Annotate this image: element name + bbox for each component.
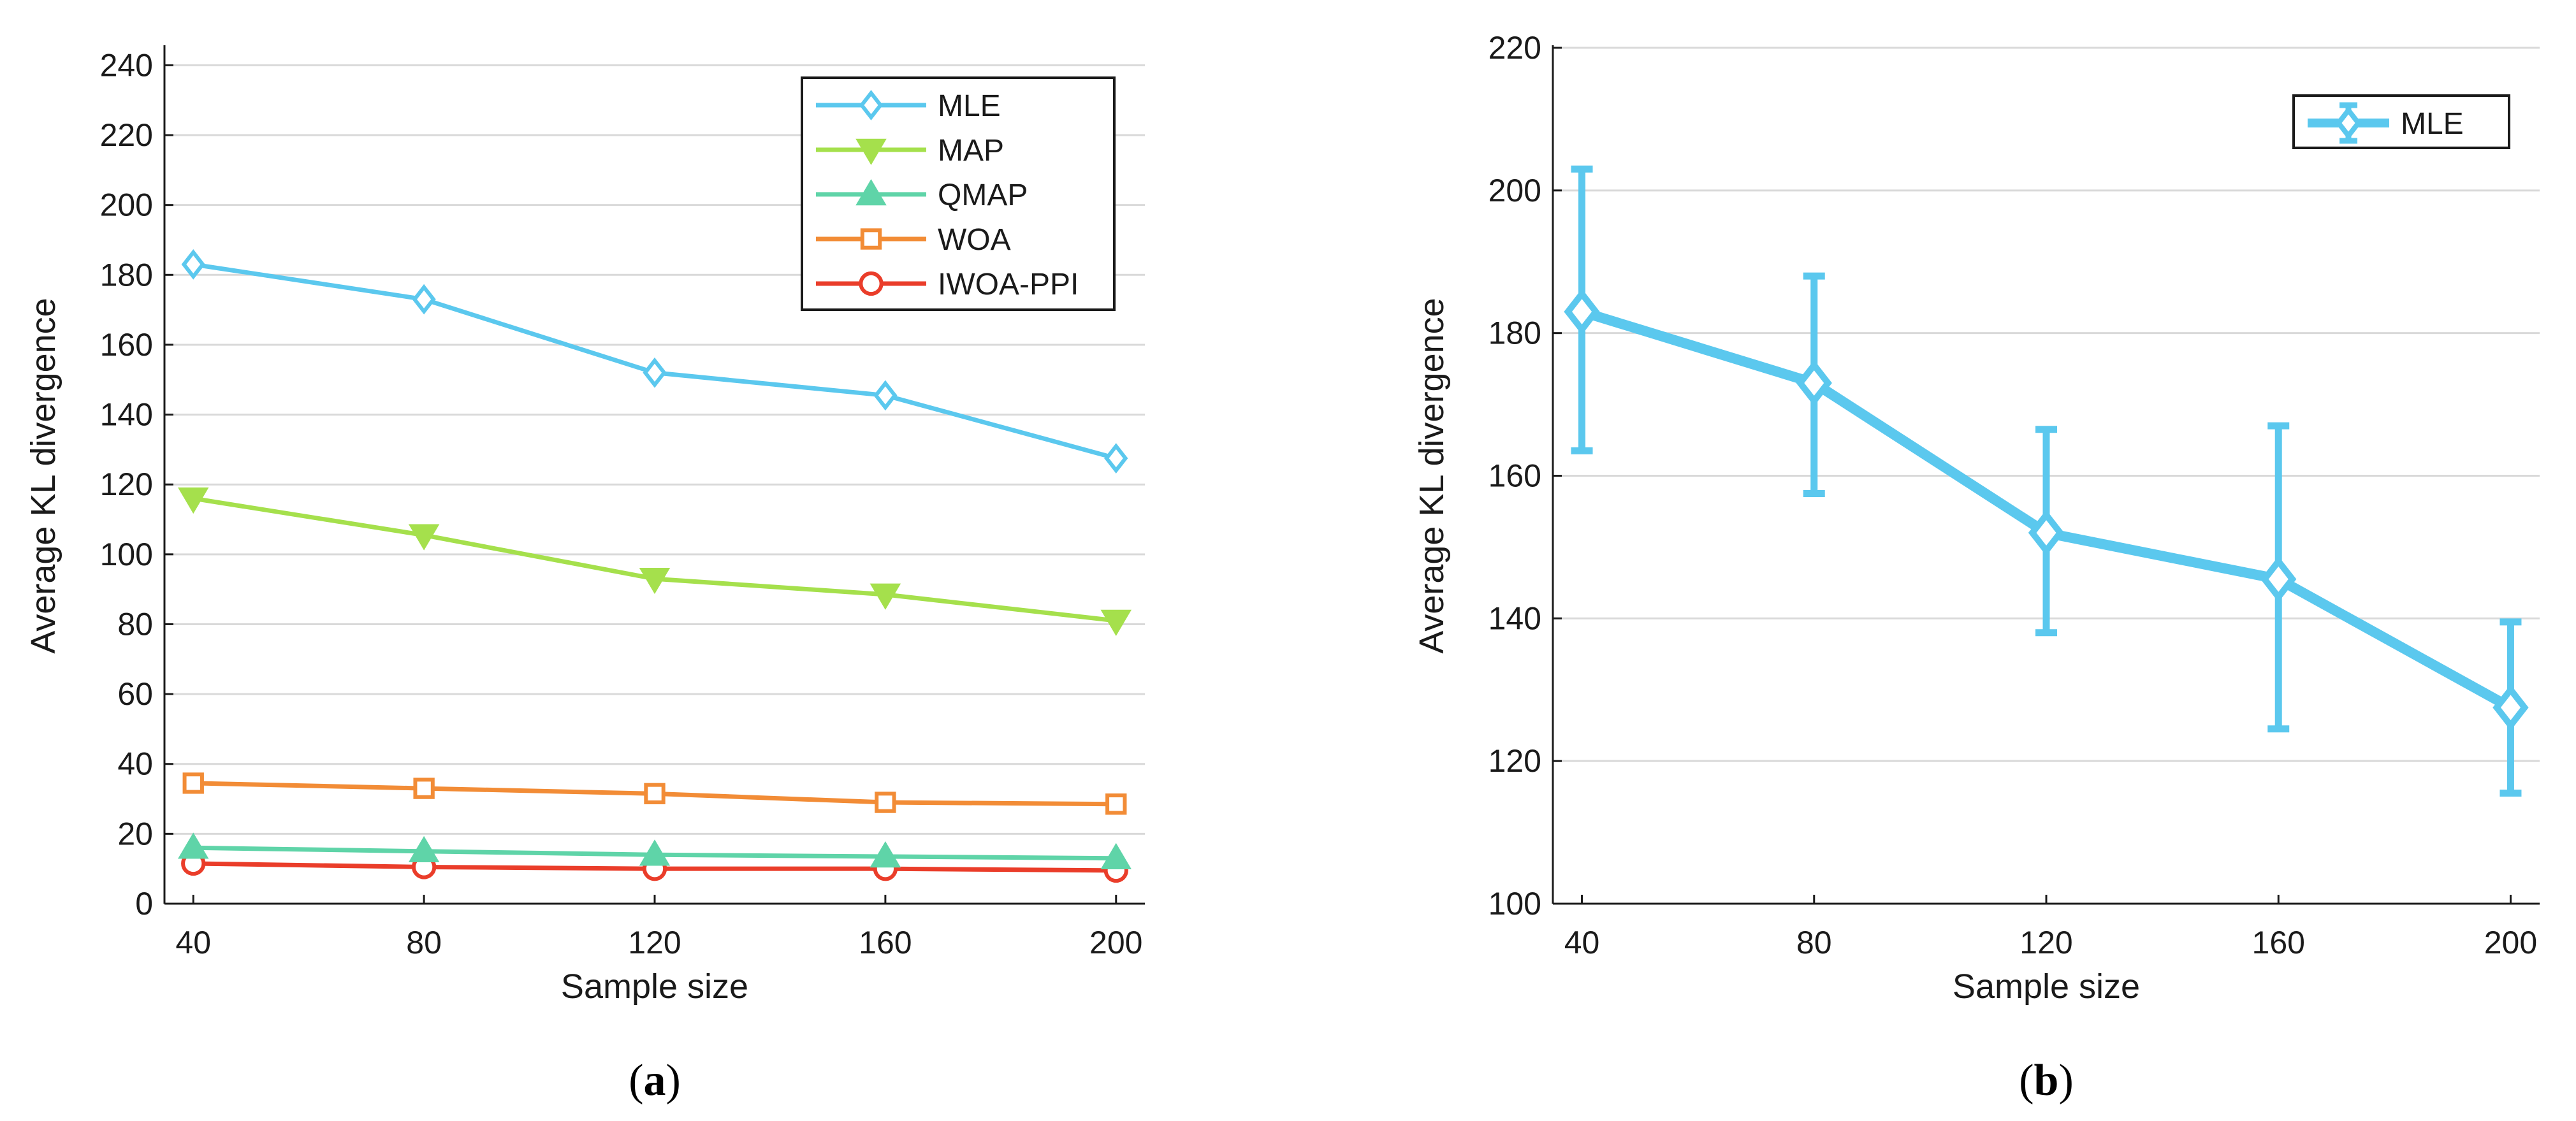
y-tick-label: 180 <box>100 257 153 293</box>
data-point-qmap <box>1100 843 1132 869</box>
figure-caption: (b) <box>2019 1056 2074 1105</box>
y-tick-label: 240 <box>100 47 153 83</box>
chart-a: 0 20 40 60 80 100 120 140 160 180 200 220 240 40 80 120… <box>24 45 1145 1105</box>
y-tick-label: 80 <box>117 606 153 642</box>
caption-close-paren: ) <box>2058 1056 2073 1105</box>
data-point-map <box>408 524 440 551</box>
data-point-woa <box>182 772 204 794</box>
legend-marker-map <box>855 138 887 165</box>
y-tick-label: 160 <box>1488 458 1541 494</box>
caption-letter: b <box>2034 1056 2059 1105</box>
legend-label-mle: MLE <box>938 89 1001 123</box>
y-tick-label: 20 <box>117 816 153 851</box>
y-tick-label: 60 <box>117 676 153 712</box>
legend-label-map: MAP <box>938 134 1004 168</box>
legend-label-woa: WOA <box>938 223 1011 257</box>
legend-label-mle: MLE <box>2401 107 2464 141</box>
caption-letter: a <box>644 1056 666 1105</box>
x-tick-label: 160 <box>2252 925 2305 960</box>
x-tick-label: 200 <box>1089 925 1142 960</box>
y-tick-label: 120 <box>1488 743 1541 779</box>
data-point-map <box>1100 609 1132 636</box>
data-point-map <box>870 583 901 610</box>
caption-close-paren: ) <box>666 1056 681 1105</box>
y-tick-label: 140 <box>1488 600 1541 636</box>
y-tick-label: 100 <box>1488 886 1541 922</box>
data-point-mle <box>1564 288 1600 335</box>
data-point-qmap <box>408 835 440 863</box>
data-point-map <box>177 487 209 514</box>
data-point-map <box>639 567 671 595</box>
y-axis-label: Average KL divergence <box>1413 298 1451 653</box>
legend-label-iwoa-ppi: IWOA-PPI <box>938 268 1079 301</box>
series-line-map <box>193 496 1117 623</box>
x-tick-label: 40 <box>1564 925 1600 960</box>
y-tick-label: 200 <box>1488 173 1541 208</box>
y-tick-label: 200 <box>100 187 153 223</box>
x-tick-label: 200 <box>2484 925 2537 960</box>
x-axis-label: Sample size <box>561 967 748 1006</box>
legend-marker-woa <box>860 228 882 250</box>
y-tick-label: 220 <box>1488 30 1541 66</box>
data-point-qmap <box>177 832 209 859</box>
y-tick-label: 180 <box>1488 315 1541 351</box>
data-point-woa <box>1105 793 1127 815</box>
caption-open-paren: ( <box>2019 1056 2034 1105</box>
figure-caption: (a) <box>629 1056 681 1105</box>
x-tick-label: 120 <box>628 925 681 960</box>
caption-open-paren: ( <box>629 1056 643 1105</box>
legend-marker-mle <box>859 90 884 120</box>
legend-marker-mle <box>2335 106 2362 140</box>
x-tick-label: 120 <box>2019 925 2072 960</box>
legend-label-qmap: QMAP <box>938 178 1028 212</box>
legend: MLE <box>2292 94 2510 149</box>
legend-marker-qmap <box>855 179 887 206</box>
data-point-woa <box>875 792 896 813</box>
y-tick-label: 40 <box>117 746 153 782</box>
data-point-woa <box>644 783 666 805</box>
data-point-woa <box>413 777 435 799</box>
y-tick-label: 100 <box>100 537 153 572</box>
x-tick-label: 160 <box>859 925 912 960</box>
data-point-qmap <box>870 841 901 868</box>
x-tick-label: 80 <box>1796 925 1832 960</box>
y-tick-label: 160 <box>100 327 153 363</box>
data-point-mle <box>2492 684 2529 731</box>
x-tick-label: 40 <box>175 925 211 960</box>
y-axis-label: Average KL divergence <box>24 298 62 653</box>
data-point-mle <box>1796 359 1832 407</box>
y-tick-label: 120 <box>100 466 153 502</box>
legend: MLE MAP QMAP WOA IWOA-PPI <box>801 76 1116 311</box>
y-tick-label: 140 <box>100 397 153 433</box>
data-point-mle <box>412 284 436 315</box>
data-point-mle <box>873 380 898 411</box>
data-point-mle <box>1104 443 1128 474</box>
data-point-qmap <box>639 839 671 866</box>
legend-marker-iwoa-ppi <box>859 271 884 296</box>
data-point-mle <box>2028 509 2065 556</box>
x-axis-label: Sample size <box>1953 967 2140 1006</box>
y-tick-label: 0 <box>135 886 153 922</box>
data-point-mle <box>643 357 667 388</box>
x-tick-label: 80 <box>406 925 442 960</box>
data-point-mle <box>181 249 205 280</box>
chart-b: 100 120 140 160 180 200 220 40 80 120 160 200 Sample… <box>1413 30 2540 1105</box>
data-point-mle <box>2260 556 2297 602</box>
y-tick-label: 220 <box>100 117 153 153</box>
